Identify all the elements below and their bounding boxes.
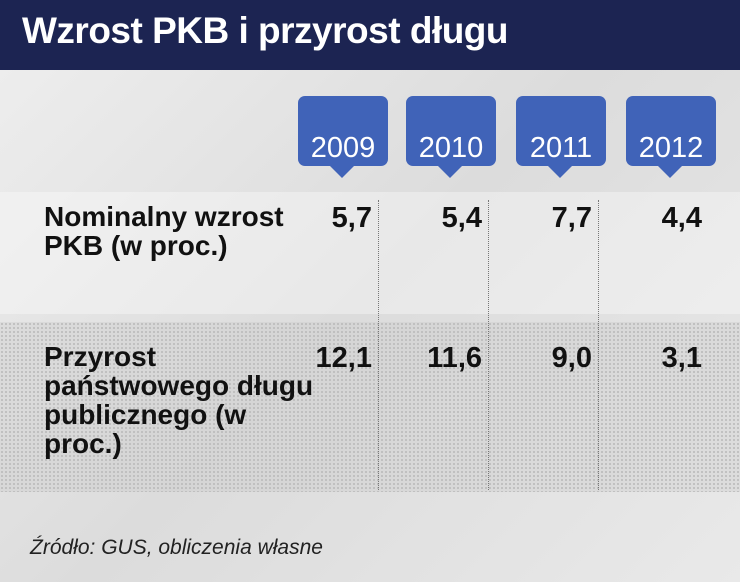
row-label: Przyrost państwowego długu publicznego (… (44, 341, 314, 459)
year-badge: 2009 (298, 96, 388, 178)
column-separator (488, 200, 489, 490)
column-separator (598, 200, 599, 490)
column-separator (378, 200, 379, 490)
source-note: Źródło: GUS, obliczenia własne (30, 536, 323, 559)
table-cell: 4,4 (661, 202, 702, 234)
title-bar: Wzrost PKB i przyrost długu (0, 0, 740, 70)
row-label: Nominalny wzrost PKB (w proc.) (44, 201, 284, 261)
title: Wzrost PKB i przyrost długu (22, 10, 509, 51)
table-cell: 11,6 (427, 342, 482, 374)
table-row: Przyrost państwowego długu publicznego (… (0, 322, 740, 492)
table-cell: 5,7 (331, 202, 372, 234)
table-cell: 12,1 (315, 342, 372, 374)
table-row: Nominalny wzrost PKB (w proc.) 5,7 5,4 7,7… (0, 192, 740, 314)
table-cell: 7,7 (551, 202, 592, 234)
table-cell: 9,0 (551, 342, 592, 374)
year-badge: 2010 (406, 96, 496, 178)
table-cell: 5,4 (441, 202, 482, 234)
table-cell: 3,1 (661, 342, 702, 374)
year-badge: 2012 (626, 96, 716, 178)
year-badge: 2011 (516, 96, 606, 178)
